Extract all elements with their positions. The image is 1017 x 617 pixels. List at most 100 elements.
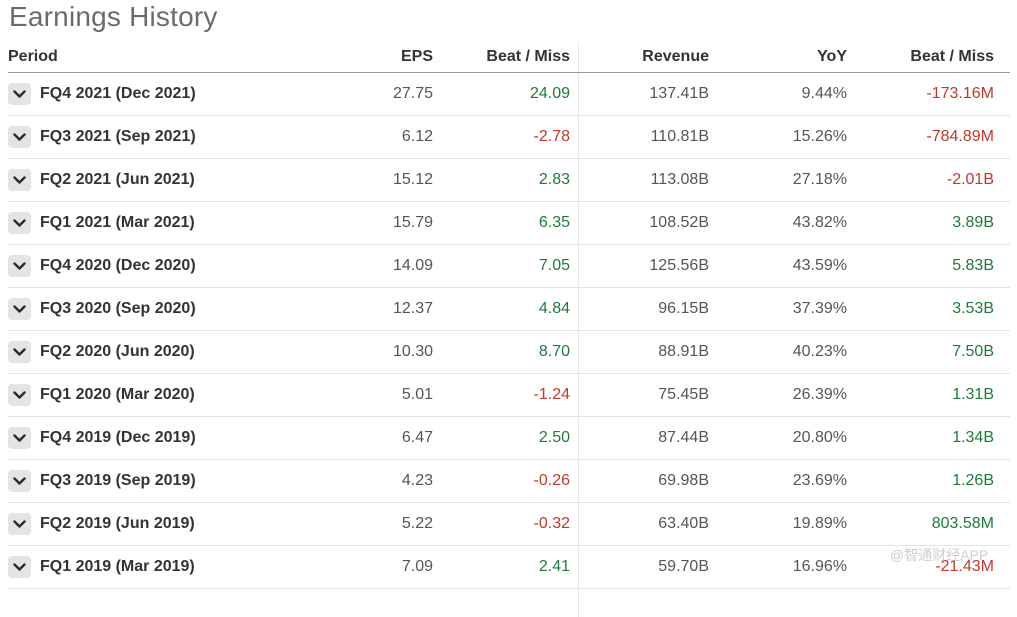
revenue-value: 75.45B: [658, 386, 709, 403]
eps-beat-miss-value: 2.83: [538, 171, 570, 188]
chevron-down-icon[interactable]: [8, 83, 31, 105]
revenue-beat-miss-value: -784.89M: [926, 128, 994, 145]
period-label: FQ3 2019 (Sep 2019): [40, 472, 196, 489]
table-body: FQ4 2021 (Dec 2021) 27.75 24.09 137.41B …: [8, 73, 1010, 589]
yoy-value: 20.80%: [792, 429, 847, 446]
period-label: FQ4 2019 (Dec 2019): [40, 429, 196, 446]
revenue-value: 110.81B: [650, 128, 709, 145]
eps-value: 6.12: [401, 128, 433, 145]
eps-beat-miss-value: -0.32: [533, 515, 570, 532]
column-divider: [578, 42, 579, 617]
table-row: FQ1 2019 (Mar 2019) 7.09 2.41 59.70B 16.…: [8, 546, 1010, 589]
period-label: FQ1 2021 (Mar 2021): [40, 214, 195, 231]
header-eps[interactable]: EPS: [400, 48, 433, 65]
earnings-table: Period EPS Beat / Miss Revenue YoY Beat …: [8, 42, 1010, 617]
revenue-beat-miss-value: -2.01B: [946, 171, 994, 188]
eps-value: 10.30: [392, 343, 433, 360]
revenue-beat-miss-value: 3.53B: [952, 300, 994, 317]
revenue-beat-miss-value: 1.31B: [952, 386, 994, 403]
period-cell: FQ2 2019 (Jun 2019): [8, 503, 338, 545]
eps-value: 5.01: [401, 386, 433, 403]
period-label: FQ1 2020 (Mar 2020): [40, 386, 195, 403]
yoy-value: 37.39%: [792, 300, 847, 317]
table-row: FQ2 2020 (Jun 2020) 10.30 8.70 88.91B 40…: [8, 331, 1010, 374]
table-row: FQ4 2021 (Dec 2021) 27.75 24.09 137.41B …: [8, 73, 1010, 116]
revenue-value: 87.44B: [658, 429, 709, 446]
eps-value: 27.75: [392, 85, 433, 102]
page-title: Earnings History: [9, 1, 218, 32]
table-row: FQ4 2019 (Dec 2019) 6.47 2.50 87.44B 20.…: [8, 417, 1010, 460]
period-label: FQ2 2020 (Jun 2020): [40, 343, 195, 360]
revenue-beat-miss-value: -173.16M: [926, 85, 994, 102]
yoy-value: 23.69%: [792, 472, 847, 489]
revenue-value: 69.98B: [658, 472, 709, 489]
chevron-down-icon[interactable]: [8, 513, 31, 535]
period-cell: FQ4 2021 (Dec 2021): [8, 73, 338, 115]
period-cell: FQ3 2020 (Sep 2020): [8, 288, 338, 330]
revenue-beat-miss-value: 3.89B: [952, 214, 994, 231]
revenue-beat-miss-value: 7.50B: [952, 343, 994, 360]
eps-value: 6.47: [401, 429, 433, 446]
chevron-down-icon[interactable]: [8, 126, 31, 148]
eps-value: 4.23: [401, 472, 433, 489]
table-row: FQ3 2020 (Sep 2020) 12.37 4.84 96.15B 37…: [8, 288, 1010, 331]
period-cell: FQ1 2021 (Mar 2021): [8, 202, 338, 244]
table-row: FQ3 2021 (Sep 2021) 6.12 -2.78 110.81B 1…: [8, 116, 1010, 159]
yoy-value: 15.26%: [792, 128, 847, 145]
period-label: FQ1 2019 (Mar 2019): [40, 558, 195, 575]
yoy-value: 16.96%: [792, 558, 847, 575]
eps-beat-miss-value: 4.84: [538, 300, 570, 317]
period-label: FQ3 2021 (Sep 2021): [40, 128, 196, 145]
yoy-value: 27.18%: [792, 171, 847, 188]
chevron-down-icon[interactable]: [8, 341, 31, 363]
yoy-value: 43.82%: [792, 214, 847, 231]
period-cell: FQ1 2019 (Mar 2019): [8, 546, 338, 588]
eps-value: 12.37: [392, 300, 433, 317]
chevron-down-icon[interactable]: [8, 298, 31, 320]
period-label: FQ4 2020 (Dec 2020): [40, 257, 196, 274]
period-cell: FQ4 2019 (Dec 2019): [8, 417, 338, 459]
yoy-value: 26.39%: [792, 386, 847, 403]
table-row: FQ4 2020 (Dec 2020) 14.09 7.05 125.56B 4…: [8, 245, 1010, 288]
eps-beat-miss-value: 7.05: [538, 257, 570, 274]
period-label: FQ4 2021 (Dec 2021): [40, 85, 196, 102]
eps-value: 5.22: [401, 515, 433, 532]
period-label: FQ2 2019 (Jun 2019): [40, 515, 195, 532]
yoy-value: 19.89%: [792, 515, 847, 532]
table-row: FQ1 2021 (Mar 2021) 15.79 6.35 108.52B 4…: [8, 202, 1010, 245]
chevron-down-icon[interactable]: [8, 212, 31, 234]
yoy-value: 40.23%: [792, 343, 847, 360]
table-header-row: Period EPS Beat / Miss Revenue YoY Beat …: [8, 42, 1010, 73]
period-cell: FQ2 2021 (Jun 2021): [8, 159, 338, 201]
revenue-value: 96.15B: [658, 300, 709, 317]
eps-value: 15.79: [392, 214, 433, 231]
revenue-value: 59.70B: [658, 558, 709, 575]
chevron-down-icon[interactable]: [8, 255, 31, 277]
chevron-down-icon[interactable]: [8, 427, 31, 449]
header-eps-beat-miss[interactable]: Beat / Miss: [486, 48, 570, 65]
revenue-value: 108.52B: [649, 214, 709, 231]
eps-beat-miss-value: -1.24: [533, 386, 570, 403]
header-period[interactable]: Period: [8, 48, 58, 65]
eps-value: 14.09: [392, 257, 433, 274]
revenue-beat-miss-value: 803.58M: [931, 515, 994, 532]
header-revenue-beat-miss[interactable]: Beat / Miss: [910, 48, 994, 65]
eps-value: 15.12: [392, 171, 433, 188]
table-row: FQ1 2020 (Mar 2020) 5.01 -1.24 75.45B 26…: [8, 374, 1010, 417]
chevron-down-icon[interactable]: [8, 470, 31, 492]
header-revenue[interactable]: Revenue: [642, 48, 709, 65]
revenue-beat-miss-value: 1.26B: [952, 472, 994, 489]
header-yoy[interactable]: YoY: [817, 48, 847, 65]
chevron-down-icon[interactable]: [8, 384, 31, 406]
revenue-beat-miss-value: 5.83B: [952, 257, 994, 274]
eps-beat-miss-value: 24.09: [529, 85, 570, 102]
revenue-value: 63.40B: [658, 515, 709, 532]
revenue-beat-miss-value: 1.34B: [952, 429, 994, 446]
chevron-down-icon[interactable]: [8, 169, 31, 191]
eps-value: 7.09: [401, 558, 433, 575]
eps-beat-miss-value: 2.50: [538, 429, 570, 446]
eps-beat-miss-value: 8.70: [538, 343, 570, 360]
eps-beat-miss-value: -0.26: [533, 472, 570, 489]
eps-beat-miss-value: -2.78: [533, 128, 570, 145]
chevron-down-icon[interactable]: [8, 556, 31, 578]
